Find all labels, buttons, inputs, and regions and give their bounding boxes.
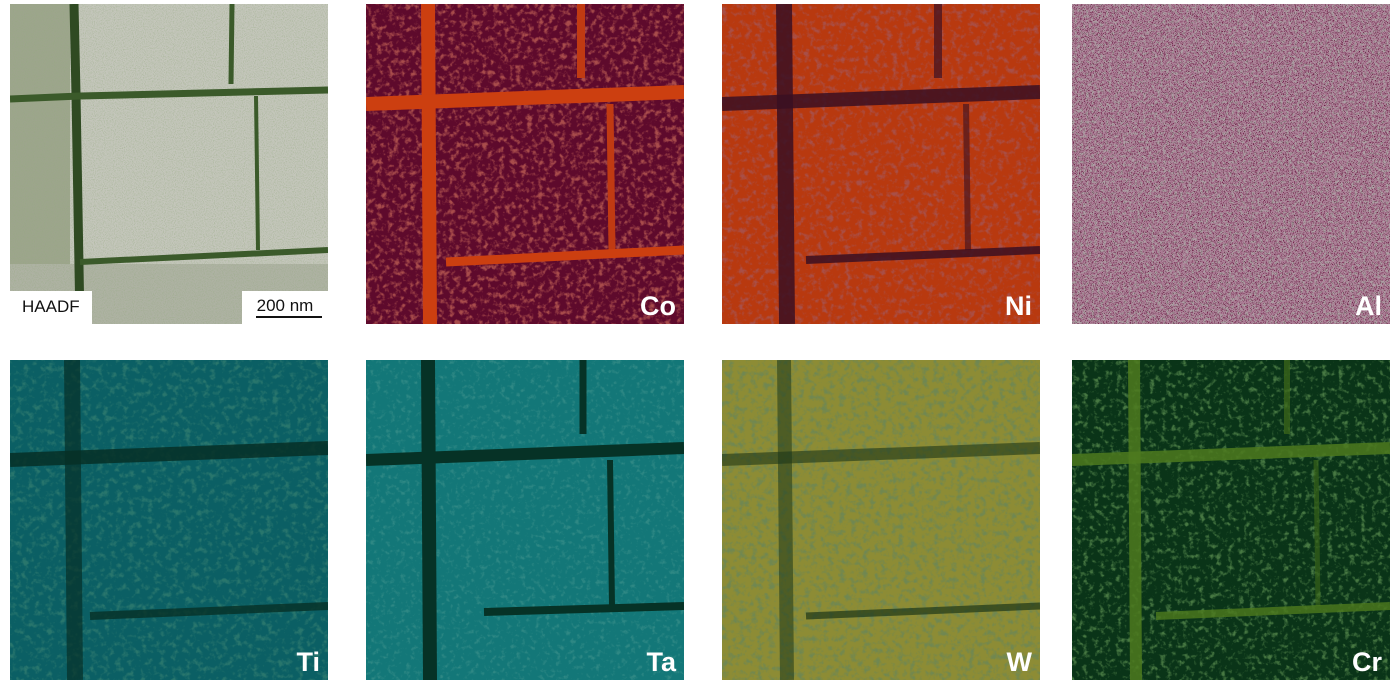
cr-map [1072, 360, 1390, 680]
ta-map [366, 360, 684, 680]
panel-haadf: HAADF 200 nm [10, 4, 328, 324]
scale-bar-line [256, 316, 322, 318]
panel-cr: Cr [1072, 360, 1390, 680]
haadf-image [10, 4, 328, 324]
al-map [1072, 4, 1390, 324]
element-label-ti: Ti [296, 647, 320, 677]
element-label-co: Co [640, 291, 676, 321]
element-label-ni: Ni [1005, 291, 1032, 321]
scale-bar: 200 nm [242, 291, 328, 324]
panel-ta: Ta [366, 360, 684, 680]
element-label-al: Al [1355, 291, 1382, 321]
ti-map [10, 360, 328, 680]
element-label-ta: Ta [646, 647, 676, 677]
co-map [366, 4, 684, 324]
panel-al: Al [1072, 4, 1390, 324]
w-map [722, 360, 1040, 680]
panel-ni: Ni [722, 4, 1040, 324]
haadf-label: HAADF [10, 291, 92, 324]
ni-map [722, 4, 1040, 324]
panel-co: Co [366, 4, 684, 324]
element-label-cr: Cr [1351, 647, 1382, 677]
element-label-w: W [1006, 647, 1032, 677]
scale-bar-text: 200 nm [256, 296, 314, 315]
panel-ti: Ti [10, 360, 328, 680]
panel-w: W [722, 360, 1040, 680]
